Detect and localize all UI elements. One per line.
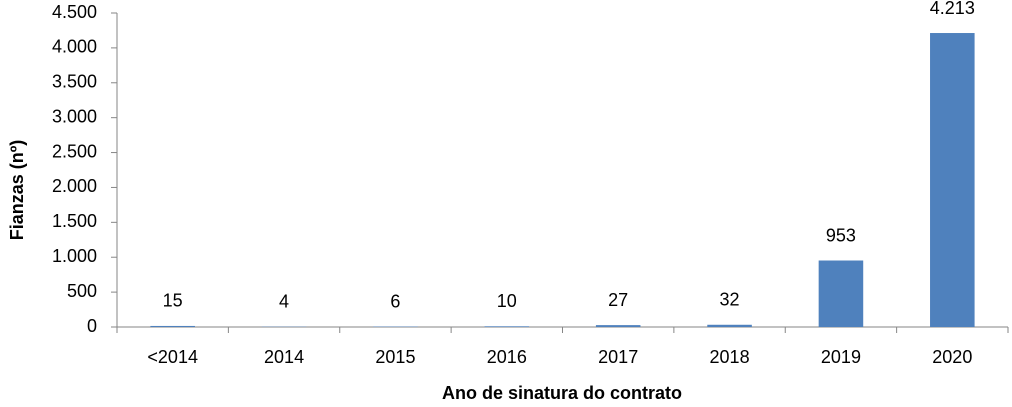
data-label: 15 (163, 291, 183, 311)
x-tick-label: 2015 (375, 347, 415, 367)
y-tick-label: 1.000 (52, 246, 97, 266)
data-label: 32 (720, 290, 740, 310)
x-tick-label: 2016 (487, 347, 527, 367)
data-label: 6 (390, 291, 400, 311)
x-tick-label: 2018 (710, 347, 750, 367)
bar (150, 325, 195, 327)
y-tick-label: 3.500 (52, 72, 97, 92)
bar (930, 33, 975, 328)
x-tick-label: 2019 (821, 347, 861, 367)
x-tick-label: 2020 (932, 347, 972, 367)
x-tick-label: 2017 (598, 347, 638, 367)
x-tick-label: 2014 (264, 347, 304, 367)
y-tick-label: 4.500 (52, 2, 97, 22)
y-tick-label: 500 (67, 281, 97, 301)
bar (818, 260, 864, 327)
y-tick-label: 1.500 (52, 211, 97, 231)
x-tick-label: <2014 (147, 347, 198, 367)
y-tick-label: 2.000 (52, 176, 97, 196)
bar (595, 325, 641, 327)
y-axis-title: Fianzas (nº) (7, 140, 27, 241)
data-label: 10 (497, 291, 517, 311)
bar (484, 326, 530, 327)
y-tick-label: 0 (87, 316, 97, 336)
data-label: 953 (826, 225, 856, 245)
bar (707, 324, 752, 327)
data-label: 27 (608, 290, 628, 310)
x-axis-title: Ano de sinatura do contrato (442, 383, 682, 403)
y-tick-label: 4.000 (52, 37, 97, 57)
y-tick-label: 3.000 (52, 106, 97, 126)
data-label: 4 (279, 291, 289, 311)
y-tick-label: 2.500 (52, 141, 97, 161)
data-label: 4.213 (930, 0, 975, 18)
